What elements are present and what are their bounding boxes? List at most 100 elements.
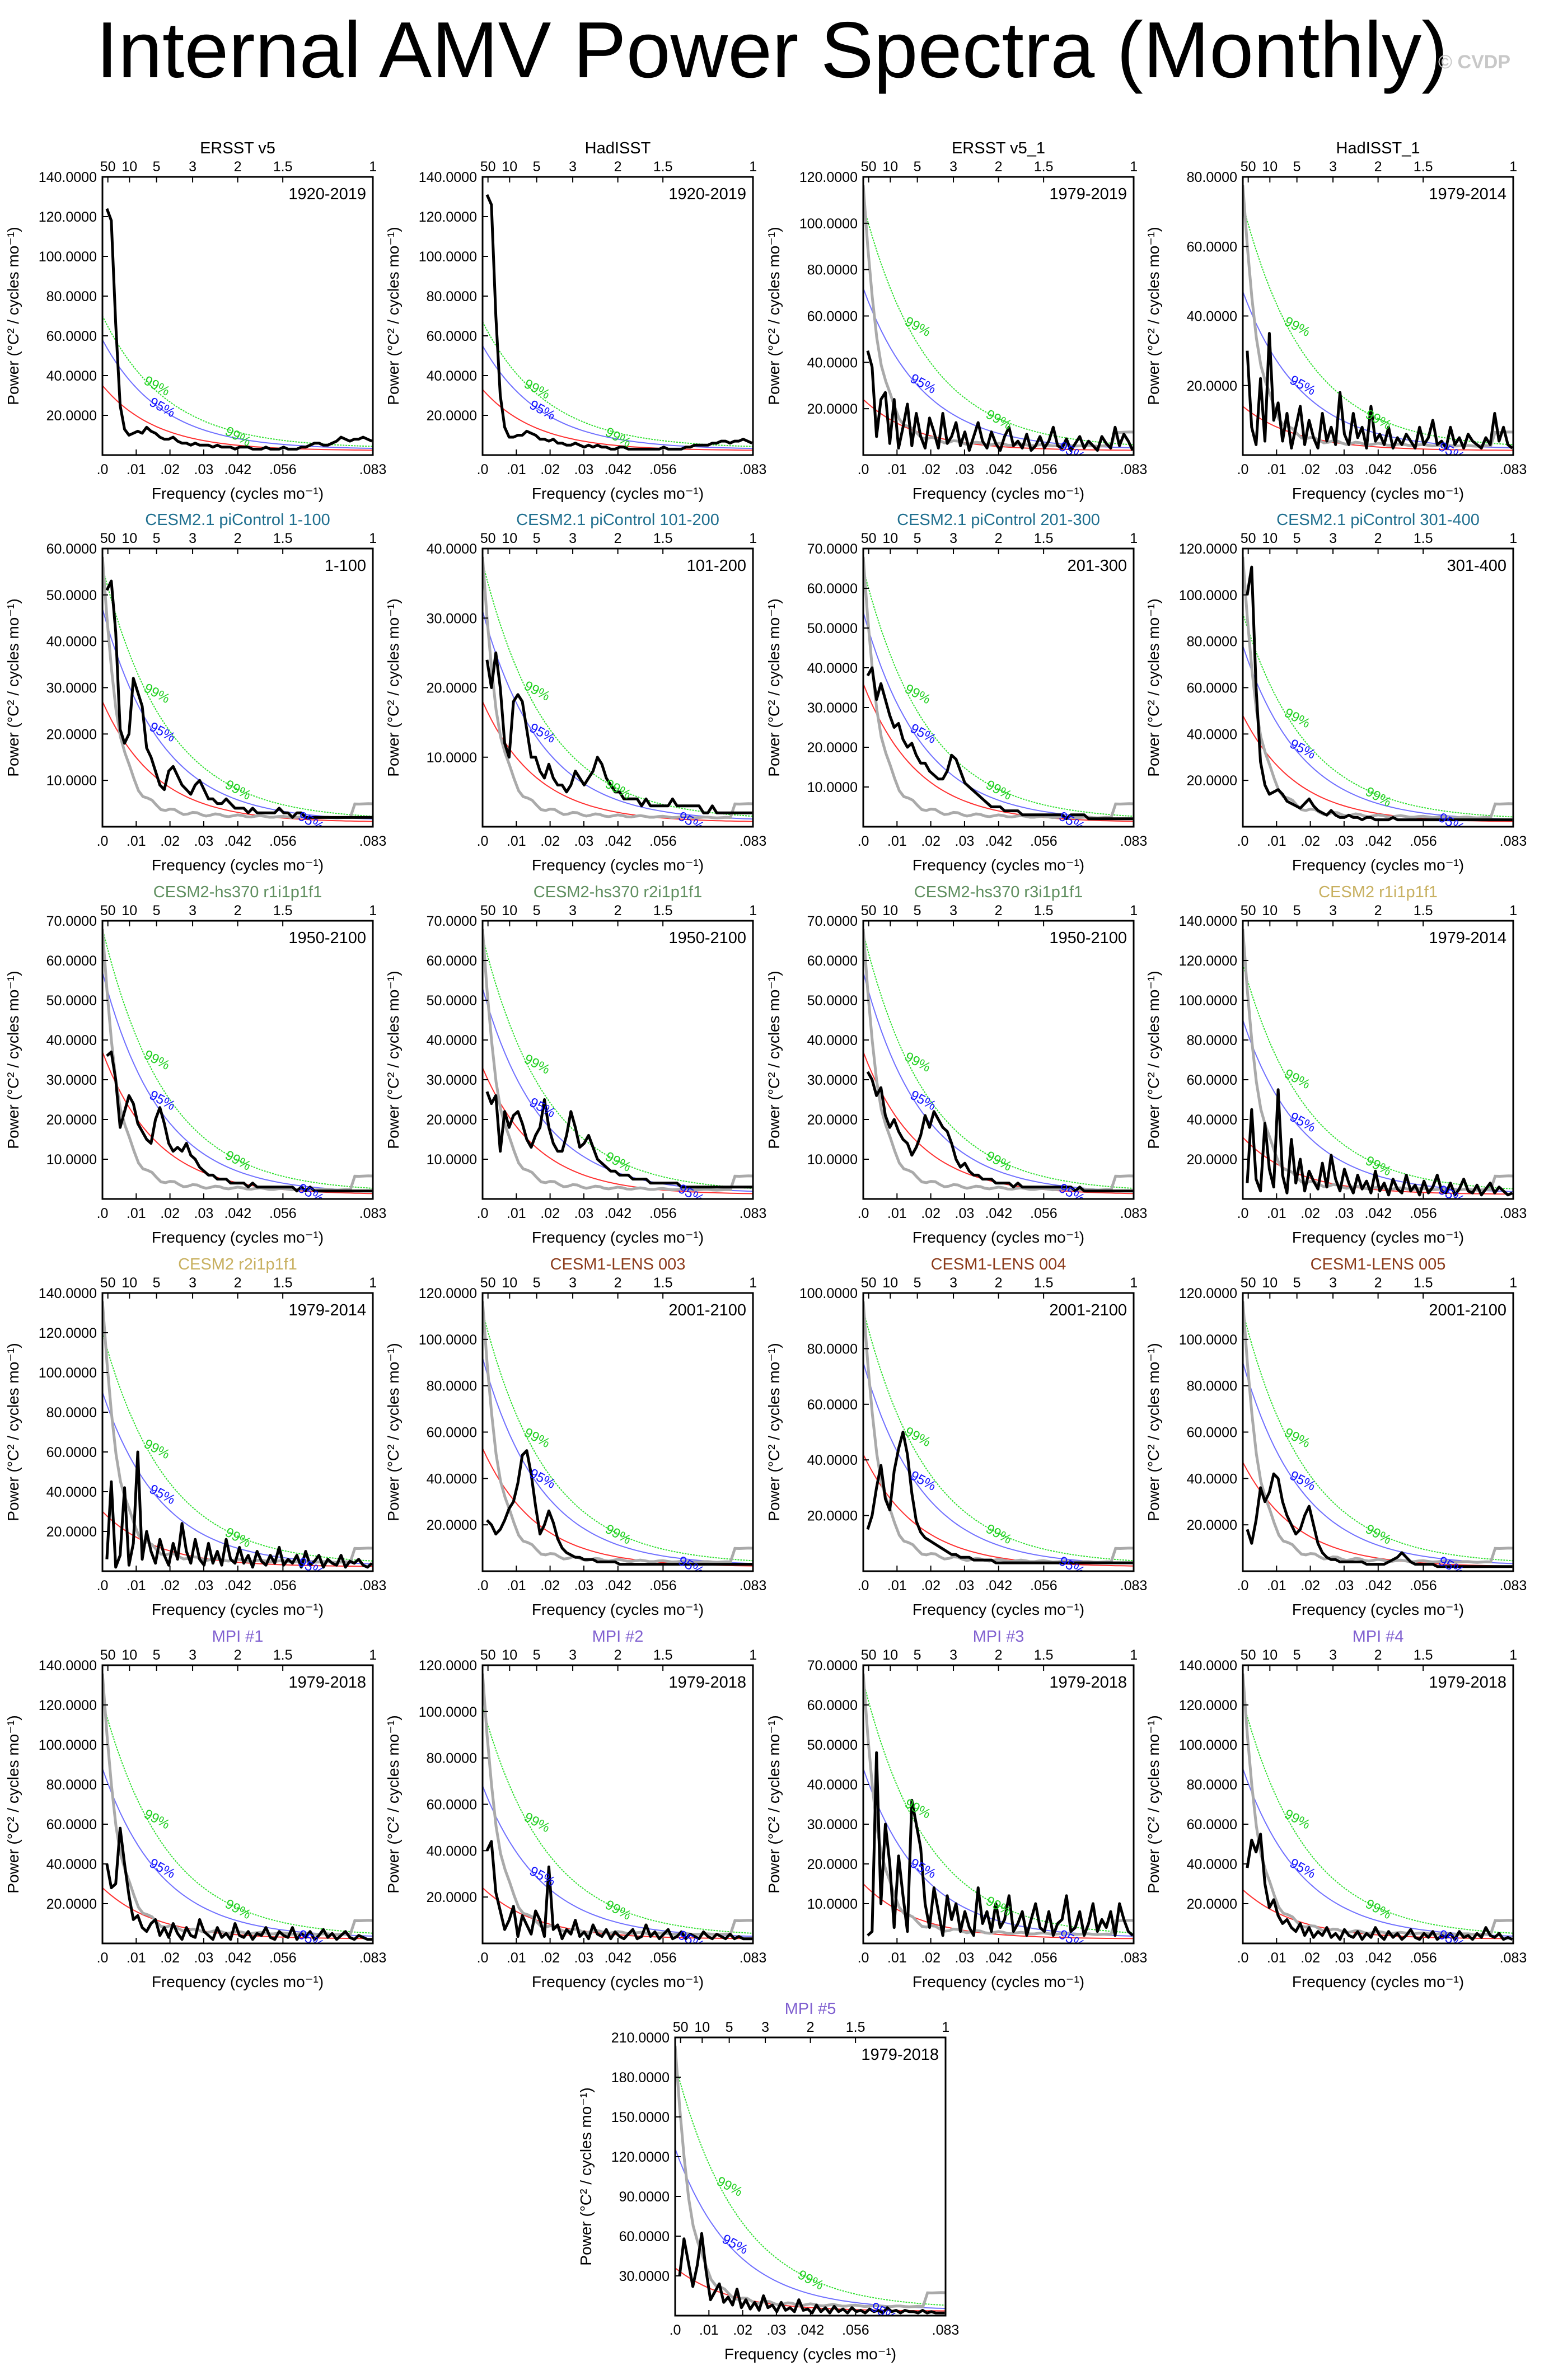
sig95-label: 95% — [1436, 1182, 1467, 1208]
y-tick-label: 100.0000 — [799, 1286, 858, 1301]
period-tick-label: 2 — [1374, 159, 1382, 175]
sig95-label: 95% — [907, 371, 938, 397]
period-tick-label: 2 — [614, 903, 622, 919]
y-tick-label: 30.0000 — [427, 611, 477, 626]
period-tick-label: 1.5 — [653, 159, 673, 175]
period-tick-label: 50 — [861, 531, 877, 546]
y-tick-label: 30.0000 — [427, 1072, 477, 1088]
period-tick-label: 1 — [369, 903, 377, 919]
plot-area: 99%99%95%95% — [675, 2045, 946, 2316]
x-tick-label: .083 — [1120, 462, 1148, 477]
period-tick-label: 3 — [949, 1647, 957, 1663]
period-tick-label: 5 — [153, 1647, 161, 1663]
plot-area: 99%99%95%95% — [102, 1301, 373, 1571]
period-tick-label: 1.5 — [1034, 159, 1054, 175]
panel-period: 1920-2019 — [288, 185, 366, 203]
period-tick-label: 1.5 — [1414, 903, 1433, 919]
y-tick-label: 120.0000 — [1179, 1698, 1237, 1713]
x-axis-label: Frequency (cycles mo⁻¹) — [913, 485, 1084, 502]
sig99-curve — [483, 936, 753, 1189]
y-tick-label: 70.0000 — [807, 541, 858, 557]
period-tick-label: 5 — [533, 1647, 541, 1663]
period-tick-label: 10 — [882, 1275, 898, 1291]
x-tick-label: .03 — [1335, 833, 1354, 849]
x-tick-label: .03 — [194, 1578, 214, 1594]
period-tick-label: 2 — [1374, 1647, 1382, 1663]
sig99-curve — [1243, 204, 1513, 446]
y-axis-label: Power (°C² / cycles mo⁻¹) — [1145, 227, 1162, 405]
x-tick-label: .03 — [1335, 1206, 1354, 1221]
x-tick-label: .02 — [921, 462, 941, 477]
period-tick-label: 10 — [502, 159, 517, 175]
y-tick-label: 20.0000 — [46, 1112, 97, 1128]
y-tick-label: 40.0000 — [427, 368, 477, 384]
y-axis-label: Power (°C² / cycles mo⁻¹) — [4, 1343, 22, 1521]
y-axis-label: Power (°C² / cycles mo⁻¹) — [4, 598, 22, 776]
x-tick-label: .056 — [649, 1578, 677, 1594]
x-tick-label: .02 — [1300, 833, 1320, 849]
x-tick-label: .03 — [955, 1578, 975, 1594]
x-tick-label: .0 — [858, 833, 869, 849]
x-tick-label: .056 — [269, 462, 297, 477]
y-tick-label: 120.0000 — [799, 170, 858, 185]
x-axis-label: Frequency (cycles mo⁻¹) — [152, 1601, 324, 1618]
y-tick-label: 20.0000 — [46, 408, 97, 424]
y-tick-label: 140.0000 — [39, 170, 97, 185]
y-tick-label: 60.0000 — [427, 329, 477, 344]
model-mean-line — [102, 929, 373, 1192]
y-tick-label: 60.0000 — [807, 1698, 858, 1713]
panel-period: 1950-2100 — [668, 929, 746, 947]
period-tick-label: 1.5 — [653, 1647, 673, 1663]
period-tick-label: 10 — [1262, 1647, 1278, 1663]
x-tick-label: .056 — [1030, 1206, 1058, 1221]
panel-period: 1-100 — [325, 557, 366, 575]
x-tick-label: .03 — [574, 833, 594, 849]
y-tick-label: 20.0000 — [1187, 1152, 1237, 1168]
panel-period: 1979-2018 — [288, 1674, 366, 1692]
y-tick-label: 90.0000 — [619, 2189, 670, 2205]
sig99-label: 99% — [1363, 1153, 1394, 1179]
plot-area: 99%99%95%95% — [863, 185, 1134, 455]
y-tick-label: 80.0000 — [46, 1405, 97, 1421]
x-tick-label: .042 — [797, 2322, 824, 2338]
y-tick-label: 100.0000 — [39, 1737, 97, 1753]
red-noise-curve — [483, 701, 753, 822]
plot-area: 99%99%95%95% — [863, 556, 1134, 827]
sig95-label: 95% — [147, 1856, 177, 1881]
x-tick-label: .056 — [842, 2322, 869, 2338]
spectrum-panel: 99%99%95%95%10.000020.000030.000040.0000… — [4, 511, 386, 874]
y-tick-label: 20.0000 — [427, 1890, 477, 1905]
y-tick-label: 60.0000 — [46, 953, 97, 969]
red-noise-curve — [863, 1454, 1134, 1567]
y-axis-label: Power (°C² / cycles mo⁻¹) — [385, 971, 402, 1149]
x-tick-label: .0 — [858, 462, 869, 477]
y-axis-label: Power (°C² / cycles mo⁻¹) — [4, 971, 22, 1149]
y-tick-label: 120.0000 — [419, 1658, 477, 1674]
period-tick-label: 1 — [749, 1647, 757, 1663]
spectrum-panel: 99%99%95%95%20.000040.000060.000080.0000… — [385, 1628, 766, 1990]
y-tick-label: 70.0000 — [46, 913, 97, 929]
power-spectrum-line — [866, 350, 1134, 452]
x-tick-label: .083 — [359, 1578, 387, 1594]
y-tick-label: 60.0000 — [427, 1797, 477, 1813]
period-tick-label: 1.5 — [273, 531, 293, 546]
spectrum-panel: 99%99%95%95%20.000040.000060.000080.0000… — [1145, 1255, 1527, 1618]
period-tick-label: 10 — [882, 531, 898, 546]
x-tick-label: .056 — [1030, 833, 1058, 849]
period-tick-label: 2 — [995, 531, 1003, 546]
x-tick-label: .056 — [269, 1950, 297, 1966]
x-tick-label: .083 — [1500, 462, 1527, 477]
panel-title: CESM2.1 piControl 1-100 — [145, 511, 330, 529]
y-tick-label: 20.0000 — [427, 1112, 477, 1128]
y-tick-label: 60.0000 — [1187, 681, 1237, 696]
y-tick-label: 40.0000 — [807, 355, 858, 371]
period-tick-label: 3 — [1329, 531, 1337, 546]
sig99-curve — [863, 1681, 1134, 1934]
period-tick-label: 1 — [1509, 1275, 1517, 1291]
y-axis-label: Power (°C² / cycles mo⁻¹) — [4, 227, 22, 405]
sig99-label: 99% — [522, 1425, 553, 1451]
x-tick-label: .01 — [887, 1578, 907, 1594]
y-tick-label: 40.0000 — [1187, 727, 1237, 742]
period-tick-label: 1 — [1509, 903, 1517, 919]
x-tick-label: .0 — [477, 1206, 489, 1221]
